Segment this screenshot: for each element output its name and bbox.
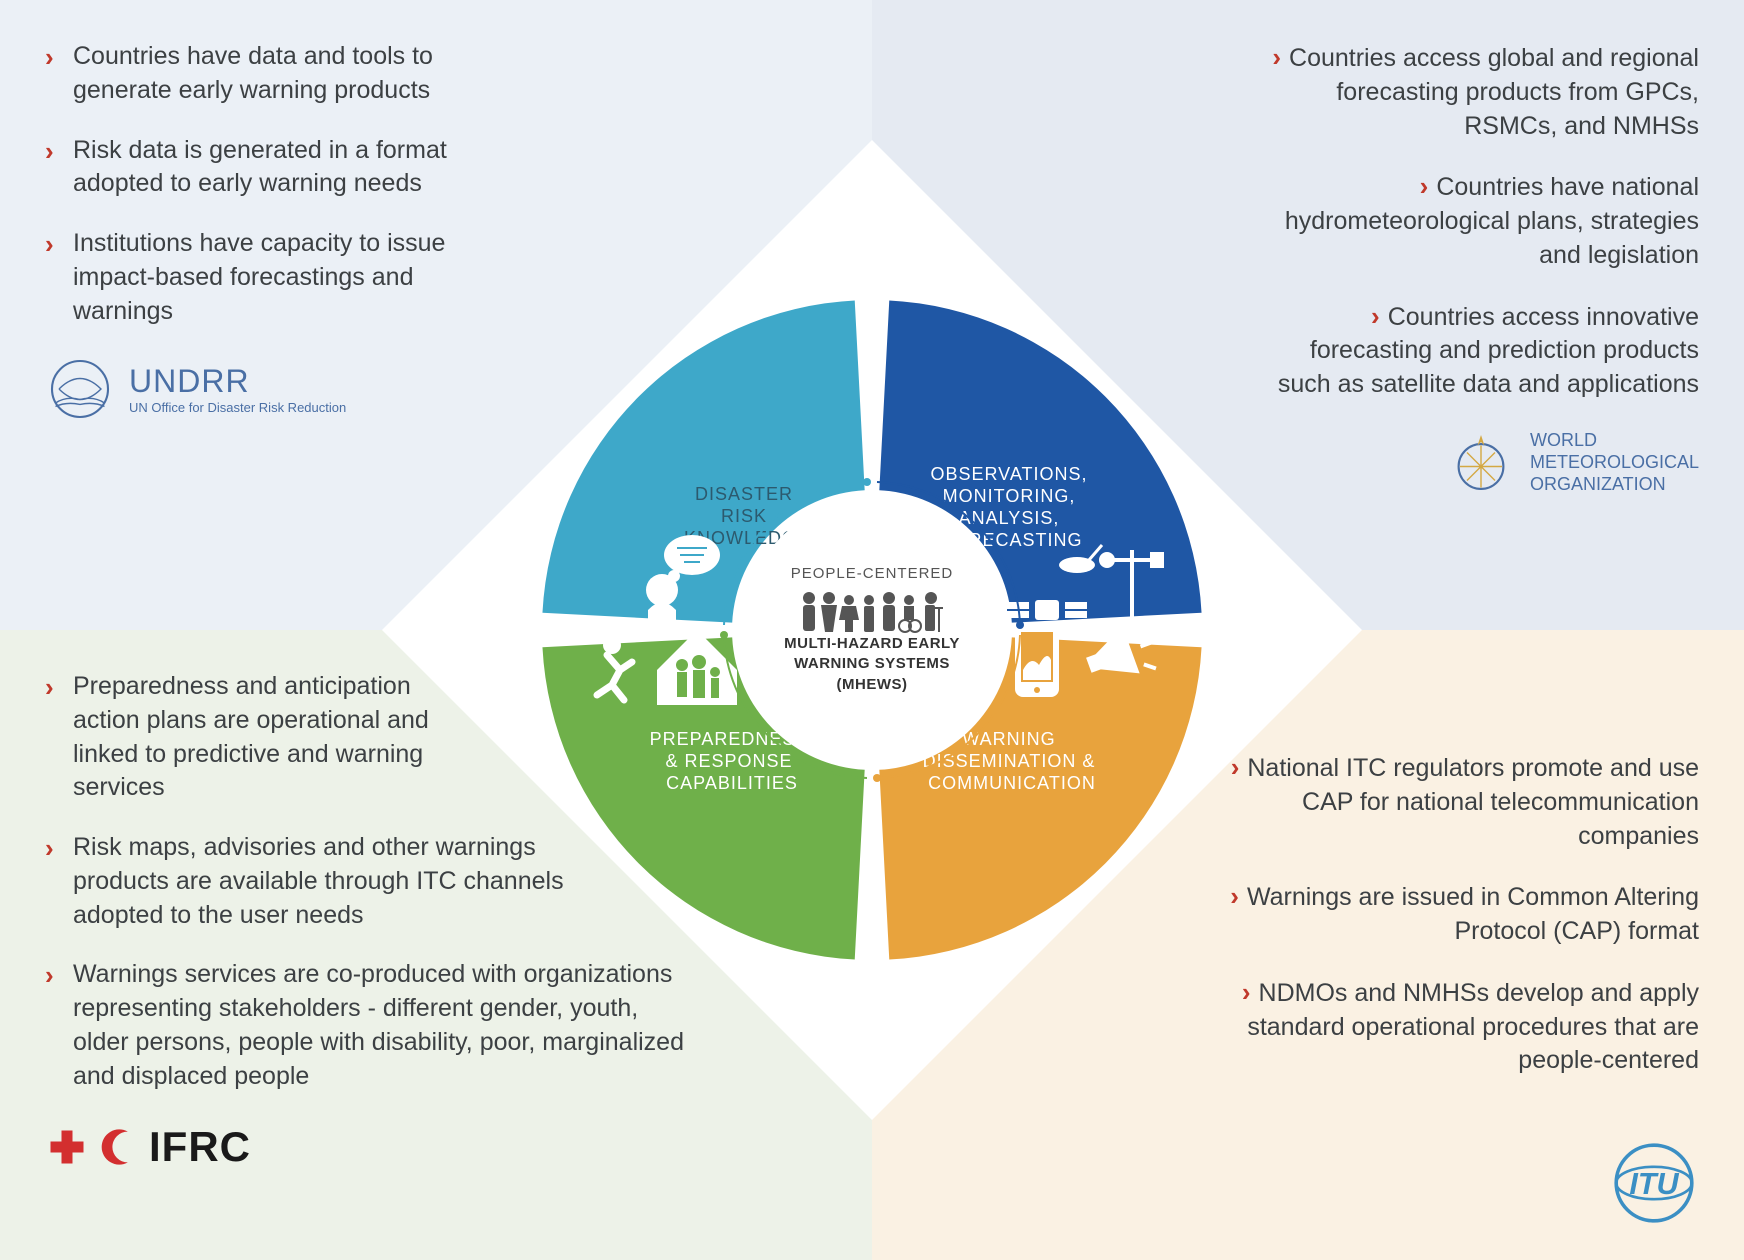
bullets-tl: Countries have data and tools to generat… <box>45 40 485 328</box>
wmo-emblem-icon <box>1446 428 1516 498</box>
red-crescent-icon <box>97 1125 141 1169</box>
bullet-item: Countries access global and regional for… <box>1259 40 1699 143</box>
bullet-item: NDMOs and NMHSs develop and apply standa… <box>1179 975 1699 1078</box>
undrr-sub: UN Office for Disaster Risk Reduction <box>129 400 346 415</box>
bullet-item: Risk data is generated in a format adopt… <box>45 134 485 202</box>
bullet-item: Countries have national hydrometeorologi… <box>1259 169 1699 272</box>
ifrc-logo: IFRC <box>45 1123 827 1171</box>
center-hub: PEOPLE-CENTERED MULTI-HAZARD EARLY WARNI… <box>742 500 1002 760</box>
bullets-tr: Countries access global and regional for… <box>1259 40 1699 402</box>
label-preparedness: PREPAREDNESS & RESPONSE CAPABILITIES <box>650 729 815 793</box>
un-emblem-icon <box>45 354 115 424</box>
bullet-item: Countries have data and tools to generat… <box>45 40 485 108</box>
hub-title: MULTI-HAZARD EARLY WARNING SYSTEMS (MHEW… <box>762 634 982 695</box>
svg-text:ITU: ITU <box>1629 1167 1679 1201</box>
red-cross-icon <box>45 1125 89 1169</box>
bullet-item: Warnings are issued in Common Altering P… <box>1179 879 1699 949</box>
undrr-name: UNDRR <box>129 363 346 400</box>
wmo-name-l2: METEOROLOGICAL <box>1530 452 1699 474</box>
hub-top-label: PEOPLE-CENTERED <box>791 565 954 582</box>
bullet-item: Institutions have capacity to issue impa… <box>45 227 485 328</box>
bullet-item: Preparedness and anticipation action pla… <box>45 670 465 805</box>
bullet-item: Countries access innovative forecasting … <box>1259 299 1699 402</box>
phone-icon <box>1015 625 1059 697</box>
people-group-icon <box>797 590 947 634</box>
ifrc-name: IFRC <box>149 1123 251 1171</box>
wmo-name-l3: ORGANIZATION <box>1530 474 1699 496</box>
bullets-br: National ITC regulators promote and use … <box>1179 750 1699 1078</box>
bullet-item: Risk maps, advisories and other warnings… <box>45 831 565 932</box>
itu-emblem-icon: ITU <box>1609 1138 1699 1228</box>
itu-logo: ITU <box>917 1138 1699 1228</box>
bullet-item: National ITC regulators promote and use … <box>1179 750 1699 853</box>
wmo-name-l1: WORLD <box>1530 430 1699 452</box>
